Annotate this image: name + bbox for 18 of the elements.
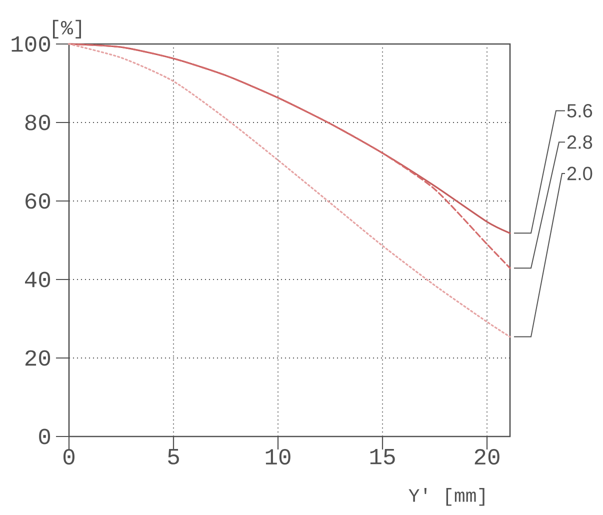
text: 2.8 bbox=[567, 135, 592, 149]
y-tick-label: 40 bbox=[25, 272, 50, 288]
x-tick-label: 15 bbox=[370, 449, 395, 464]
y-tick-label: 80 bbox=[25, 114, 50, 130]
x-tick-label: 5 bbox=[168, 449, 179, 464]
y-tick-label: 0 bbox=[39, 428, 50, 444]
x-axis-title: Y' [mm] bbox=[408, 488, 484, 506]
x-tick-label: 20 bbox=[474, 449, 500, 465]
x-tick-label: 0 bbox=[63, 449, 74, 465]
line-series bbox=[68, 43, 511, 269]
text: 5.6 bbox=[567, 104, 592, 118]
y-axis-title: [%] bbox=[53, 20, 81, 38]
x-tick-label: 10 bbox=[266, 449, 290, 465]
y-tick-label: 20 bbox=[25, 350, 50, 366]
y-tick-label: 60 bbox=[26, 193, 50, 209]
line-series bbox=[68, 43, 511, 338]
text: 2.0 bbox=[567, 166, 592, 180]
y-tick-label: 100 bbox=[12, 36, 50, 52]
